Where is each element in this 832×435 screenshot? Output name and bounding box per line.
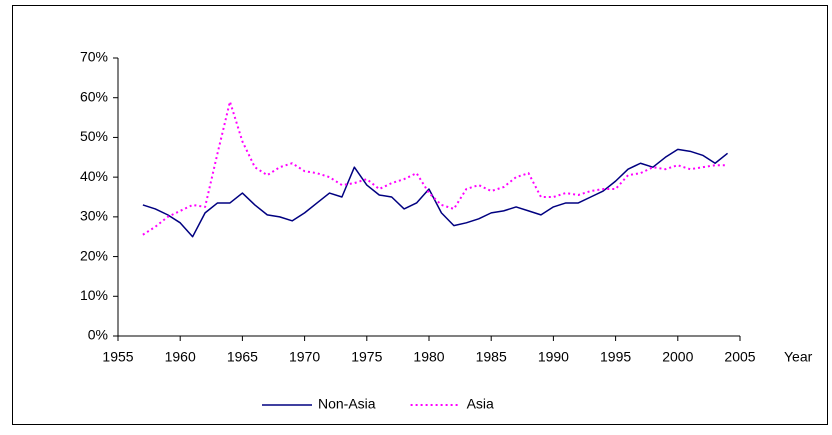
y-tick-label: 10% xyxy=(80,287,108,303)
x-axis-label: Year xyxy=(784,349,813,365)
x-tick-label: 1965 xyxy=(227,349,258,365)
x-tick-label: 1960 xyxy=(165,349,196,365)
y-tick-label: 20% xyxy=(80,247,108,263)
x-tick-label: 1955 xyxy=(102,349,133,365)
x-tick-label: 2000 xyxy=(662,349,693,365)
y-tick-label: 50% xyxy=(80,128,108,144)
x-tick-label: 1975 xyxy=(351,349,382,365)
line-series xyxy=(142,100,728,236)
y-tick-label: 40% xyxy=(80,168,108,184)
line-series xyxy=(142,148,729,238)
legend-label: Non-Asia xyxy=(318,396,376,412)
y-tick-label: 60% xyxy=(80,88,108,104)
x-tick-label: 1995 xyxy=(600,349,631,365)
x-tick-label: 1985 xyxy=(476,349,507,365)
y-tick-label: 70% xyxy=(80,49,108,65)
x-tick-label: 1990 xyxy=(538,349,569,365)
y-tick-label: 0% xyxy=(88,327,108,343)
x-tick-label: 1980 xyxy=(413,349,444,365)
y-tick-label: 30% xyxy=(80,208,108,224)
legend-label: Asia xyxy=(467,396,494,412)
x-tick-label: 1970 xyxy=(289,349,320,365)
x-tick-label: 2005 xyxy=(724,349,755,365)
chart-border xyxy=(12,5,828,425)
